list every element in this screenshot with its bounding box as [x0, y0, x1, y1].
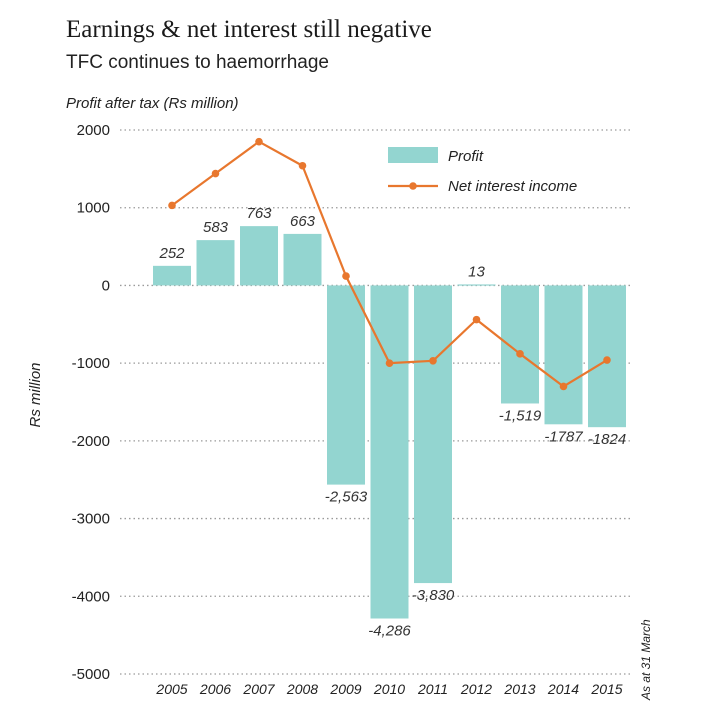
nii-point: [472, 315, 481, 324]
legend-marker-nii: [409, 182, 417, 190]
x-tick-label: 2011: [417, 681, 448, 697]
profit-bar: [544, 285, 583, 425]
x-tick-label: 2007: [242, 681, 275, 697]
x-tick-label: 2010: [373, 681, 405, 697]
profit-bar: [240, 226, 278, 286]
legend-label-nii: Net interest income: [448, 178, 577, 195]
y-tick-label: -3000: [72, 511, 110, 528]
profit-data-label: 583: [203, 219, 229, 236]
nii-point: [168, 201, 176, 210]
chart-subtitle: TFC continues to haemorrhage: [66, 52, 329, 73]
y-tick-label: 1000: [77, 200, 110, 217]
line-layer: [168, 137, 611, 391]
nii-point: [211, 169, 220, 178]
x-tick-label: 2014: [547, 681, 579, 697]
y-tick-label: -4000: [72, 588, 110, 605]
nii-point: [298, 161, 307, 170]
profit-bar: [153, 265, 191, 286]
profit-bar: [370, 285, 409, 619]
profit-bar: [196, 240, 235, 286]
date-note: As at 31 March: [639, 619, 653, 701]
x-tick-label: 2015: [590, 681, 622, 697]
y-axis-label: Rs million: [27, 362, 44, 427]
profit-data-label: -1824: [588, 431, 626, 448]
nii-point: [385, 359, 394, 367]
x-tick-label: 2009: [329, 681, 361, 697]
profit-data-label: -1,519: [499, 407, 542, 424]
unit-label: Profit after tax (Rs million): [66, 95, 239, 112]
grid-layer: 2000 1000 0 -1000 -2000 -3000 -4000 -5000: [72, 122, 632, 683]
x-tick-label: 2008: [286, 681, 318, 697]
y-tick-label: 0: [102, 277, 110, 294]
y-tick-label: -2000: [72, 433, 110, 450]
x-tick-label: 2005: [155, 681, 187, 697]
profit-data-label: -3,830: [412, 587, 455, 604]
profit-bar: [414, 285, 452, 584]
profit-data-label: 763: [246, 205, 272, 222]
chart-title: Earnings & net interest still negative: [66, 16, 432, 43]
x-tick-label: 2006: [199, 681, 231, 697]
profit-bar: [327, 285, 365, 485]
x-tick-label: 2013: [503, 681, 535, 697]
legend-label-profit: Profit: [448, 148, 484, 165]
legend-swatch-profit: [388, 147, 438, 163]
y-tick-label: -1000: [72, 355, 110, 372]
profit-data-label: 663: [290, 213, 316, 230]
profit-data-label: -4,286: [368, 623, 411, 640]
nii-point: [516, 350, 524, 358]
profit-bar: [457, 284, 496, 286]
profit-data-label: 13: [468, 263, 485, 280]
legend: Profit Net interest income: [388, 147, 577, 195]
nii-point: [559, 382, 568, 391]
nii-point: [342, 272, 350, 280]
x-tick-label: 2012: [460, 681, 492, 697]
bar-layer: [153, 226, 626, 619]
nii-point: [429, 357, 437, 365]
profit-bar: [283, 233, 322, 286]
nii-point: [255, 137, 263, 146]
profit-data-label: -2,563: [325, 489, 368, 506]
profit-data-label: -1787: [544, 428, 583, 445]
nii-point: [603, 356, 611, 364]
y-tick-label: -5000: [72, 666, 110, 683]
profit-data-label: 252: [158, 245, 185, 262]
y-tick-label: 2000: [77, 122, 110, 139]
